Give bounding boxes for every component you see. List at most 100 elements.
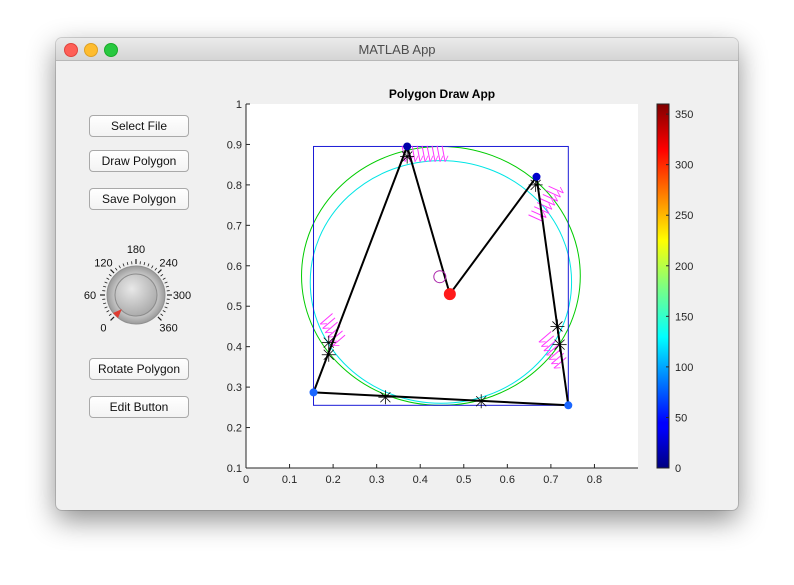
star-marker: [321, 347, 336, 362]
arrow-head: [546, 354, 554, 356]
arrow: [542, 193, 558, 202]
star-marker: [550, 319, 565, 334]
knob-tick: [157, 316, 162, 321]
knob-tick: [162, 310, 166, 313]
knob-tick: [147, 263, 150, 267]
rotate-polygon-button[interactable]: Rotate Polygon: [89, 358, 189, 380]
star-stroke: [475, 395, 487, 407]
y-tick-label: 0.9: [227, 139, 242, 151]
y-tick-label: 0.1: [227, 463, 242, 475]
star-stroke: [530, 179, 541, 191]
x-tick-label: 0.4: [413, 474, 428, 486]
arrow-head: [556, 190, 561, 198]
rotation-knob[interactable]: 0 60 120 180 240 300 360: [76, 243, 206, 348]
select-file-button[interactable]: Select File: [89, 115, 189, 137]
arrow-head: [543, 350, 551, 352]
polygon-vertex: [443, 288, 456, 301]
star-stroke: [554, 339, 565, 350]
arrow: [324, 321, 338, 334]
knob-tick: [160, 273, 164, 277]
arrow-head: [548, 358, 556, 360]
y-tick-labels: 0.1 0.2 0.3 0.4 0.5 0.6 0.7 0.8 0.9 1: [227, 99, 242, 475]
arrow: [545, 189, 561, 198]
arrow-head: [322, 327, 330, 329]
knob-tick: [151, 265, 154, 269]
arrow: [541, 335, 555, 347]
knob-label-120: 120: [94, 257, 112, 269]
knob-tick: [165, 285, 169, 288]
colorbar-bar: [656, 103, 670, 469]
arrow-head: [429, 155, 434, 162]
arrow: [548, 348, 562, 360]
knob-tick: [104, 306, 108, 309]
x-tick-label: 0.7: [543, 474, 558, 486]
arrow-head: [419, 155, 424, 162]
colorbar-tick-label: 200: [675, 261, 693, 273]
knob-tick: [104, 281, 108, 284]
arrow-head: [559, 186, 564, 194]
arrow-head: [553, 367, 561, 369]
edit-button[interactable]: Edit Button: [89, 396, 189, 418]
save-polygon-button[interactable]: Save Polygon: [89, 188, 189, 210]
knob-tick: [114, 267, 118, 271]
arrow-head: [545, 207, 550, 214]
arrow-head: [551, 199, 556, 206]
y-tick-label: 0.2: [227, 423, 242, 435]
arrow-head: [320, 323, 327, 325]
star-marker: [474, 394, 489, 409]
star-stroke: [323, 349, 335, 361]
x-tick-label: 0.5: [456, 474, 471, 486]
knob-tick: [162, 277, 166, 280]
x-tick-label: 0.8: [587, 474, 602, 486]
knob-tick: [103, 302, 107, 305]
star-marker: [378, 390, 393, 405]
knob-tick: [154, 267, 158, 271]
arrow: [528, 214, 544, 223]
arrow-head: [325, 331, 332, 334]
colorbar: 0 50 100 150 200 250 300 350: [656, 103, 693, 475]
arrow: [411, 145, 416, 162]
arrow: [553, 357, 567, 369]
knob-tick: [157, 269, 162, 274]
knob-tick: [110, 316, 115, 321]
draw-polygon-button[interactable]: Draw Polygon: [89, 150, 189, 172]
polygon-plot[interactable]: Polygon Draw App 0 0.1 0.2 0.3 0.4 0.5 0.6 0.7 0…: [226, 86, 736, 486]
arrow-head: [551, 363, 559, 365]
arrow-head: [542, 211, 547, 218]
x-tick-label: 0.2: [325, 474, 340, 486]
knob-label-0: 0: [100, 323, 106, 335]
polygon-vertex: [532, 172, 541, 181]
x-tick-label: 0: [243, 474, 249, 486]
colorbar-tick-label: 50: [675, 412, 687, 424]
knob-tick: [106, 277, 110, 280]
star-markers-layer: [321, 149, 567, 409]
knob-tick: [108, 313, 112, 317]
knob-label-240: 240: [159, 257, 177, 269]
arrow: [546, 344, 560, 356]
maximize-window-button[interactable]: [104, 43, 118, 57]
y-tick-label: 0.7: [227, 220, 242, 232]
knob-tick: [160, 313, 164, 317]
title-bar: MATLAB App: [56, 38, 738, 61]
x-tick-label: 0.1: [282, 474, 297, 486]
arrow: [416, 145, 421, 162]
arrow-head: [548, 203, 553, 210]
chart-title: Polygon Draw App: [389, 87, 495, 101]
arrow-head: [554, 195, 559, 202]
bounding-box-layer: [313, 145, 569, 406]
polygon-axes-panel[interactable]: Polygon Draw App 0 0.1 0.2 0.3 0.4 0.5 0.6 0.7 0…: [226, 86, 736, 486]
star-stroke: [401, 151, 413, 162]
minimize-window-button[interactable]: [84, 43, 98, 57]
arrow-head: [541, 345, 549, 347]
bounding-box: [313, 145, 569, 406]
app-window: MATLAB App Select File Draw Polygon Save…: [56, 38, 738, 510]
y-tick-label: 0.8: [227, 180, 242, 192]
close-window-button[interactable]: [64, 43, 78, 57]
y-tick-label: 0.4: [227, 342, 242, 354]
knob-tick: [164, 306, 168, 309]
knob-ticks: [100, 259, 172, 321]
knob-label-360: 360: [159, 323, 177, 335]
knob-tick: [122, 263, 125, 267]
colorbar-tick-label: 350: [675, 109, 693, 121]
knob-dial[interactable]: [114, 273, 158, 317]
